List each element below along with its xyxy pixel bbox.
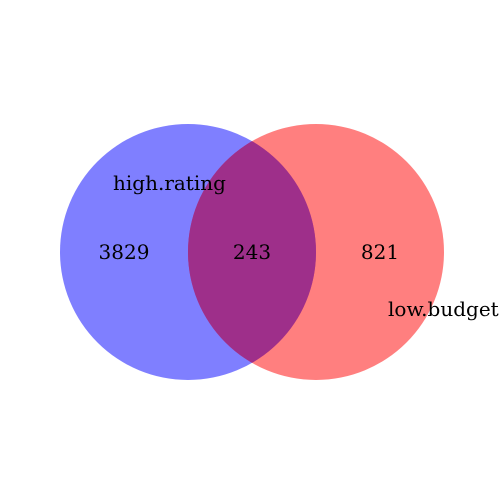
set-high-rating-label: high.rating	[113, 171, 226, 195]
set-low-budget-label: low.budget	[388, 297, 499, 321]
high-rating-only-count: 3829	[99, 240, 150, 264]
intersection-count: 243	[233, 240, 271, 264]
low-budget-only-count: 821	[361, 240, 399, 264]
intersection-region	[188, 124, 316, 380]
